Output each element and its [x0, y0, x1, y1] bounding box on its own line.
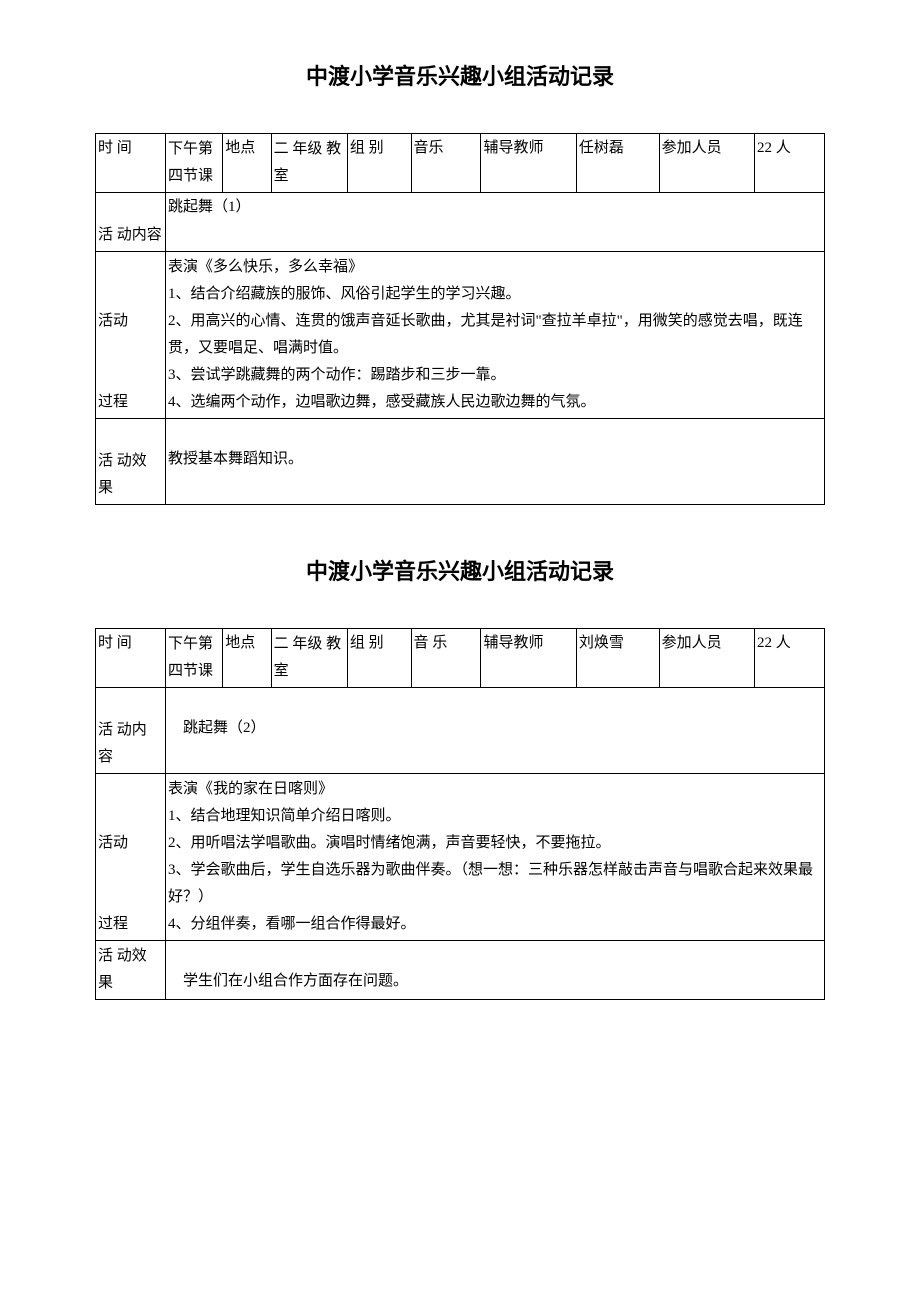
- header-row: 时 间 下午第四节课 地点 二 年级 教室 组 别 音乐 辅导教师 任树磊 参加…: [96, 134, 825, 193]
- time-label: 时 间: [96, 629, 166, 688]
- record-table-2: 时 间 下午第四节课 地点 二 年级 教室 组 别 音 乐 辅导教师 刘焕雪 参…: [95, 628, 825, 1000]
- content-row: 活 动内容 跳起舞（1）: [96, 193, 825, 252]
- effect-label: 活 动效 果: [96, 419, 166, 505]
- participants-label: 参加人员: [659, 134, 754, 193]
- participants-value: 22 人: [754, 134, 824, 193]
- activity-record-1: 中渡小学音乐兴趣小组活动记录 时 间 下午第四节课 地点 二 年级 教室 组 别…: [95, 60, 825, 505]
- teacher-value: 刘焕雪: [576, 629, 659, 688]
- place-label: 地点: [223, 629, 271, 688]
- place-label: 地点: [223, 134, 271, 193]
- teacher-label: 辅导教师: [481, 629, 576, 688]
- place-value: 二 年级 教室: [271, 629, 347, 688]
- process-value: 表演《多么快乐，多么幸福》 1、结合介绍藏族的服饰、风俗引起学生的学习兴趣。 2…: [165, 252, 824, 419]
- record-table-1: 时 间 下午第四节课 地点 二 年级 教室 组 别 音乐 辅导教师 任树磊 参加…: [95, 133, 825, 505]
- section-title: 中渡小学音乐兴趣小组活动记录: [95, 60, 825, 93]
- effect-value: 学生们在小组合作方面存在问题。: [165, 941, 824, 1000]
- time-value: 下午第四节课: [165, 629, 222, 688]
- group-label: 组 别: [347, 134, 411, 193]
- effect-value: 教授基本舞蹈知识。: [165, 419, 824, 505]
- group-value: 音乐: [411, 134, 481, 193]
- section-title: 中渡小学音乐兴趣小组活动记录: [95, 555, 825, 588]
- participants-value: 22 人: [754, 629, 824, 688]
- group-value: 音 乐: [411, 629, 481, 688]
- process-value: 表演《我的家在日喀则》 1、结合地理知识简单介绍日喀则。 2、用听唱法学唱歌曲。…: [165, 774, 824, 941]
- effect-row: 活 动效 果 学生们在小组合作方面存在问题。: [96, 941, 825, 1000]
- time-value: 下午第四节课: [165, 134, 222, 193]
- header-row: 时 间 下午第四节课 地点 二 年级 教室 组 别 音 乐 辅导教师 刘焕雪 参…: [96, 629, 825, 688]
- activity-record-2: 中渡小学音乐兴趣小组活动记录 时 间 下午第四节课 地点 二 年级 教室 组 别…: [95, 555, 825, 1000]
- content-value: 跳起舞（2）: [165, 688, 824, 774]
- content-row: 活 动内 容 跳起舞（2）: [96, 688, 825, 774]
- process-label: 活动过程: [96, 774, 166, 941]
- participants-label: 参加人员: [659, 629, 754, 688]
- process-label: 活动过程: [96, 252, 166, 419]
- place-value: 二 年级 教室: [271, 134, 347, 193]
- content-value: 跳起舞（1）: [165, 193, 824, 252]
- process-row: 活动过程 表演《多么快乐，多么幸福》 1、结合介绍藏族的服饰、风俗引起学生的学习…: [96, 252, 825, 419]
- teacher-label: 辅导教师: [481, 134, 576, 193]
- time-label: 时 间: [96, 134, 166, 193]
- group-label: 组 别: [347, 629, 411, 688]
- content-label: 活 动内 容: [96, 688, 166, 774]
- teacher-value: 任树磊: [576, 134, 659, 193]
- process-row: 活动过程 表演《我的家在日喀则》 1、结合地理知识简单介绍日喀则。 2、用听唱法…: [96, 774, 825, 941]
- effect-row: 活 动效 果 教授基本舞蹈知识。: [96, 419, 825, 505]
- content-label: 活 动内容: [96, 193, 166, 252]
- effect-label: 活 动效 果: [96, 941, 166, 1000]
